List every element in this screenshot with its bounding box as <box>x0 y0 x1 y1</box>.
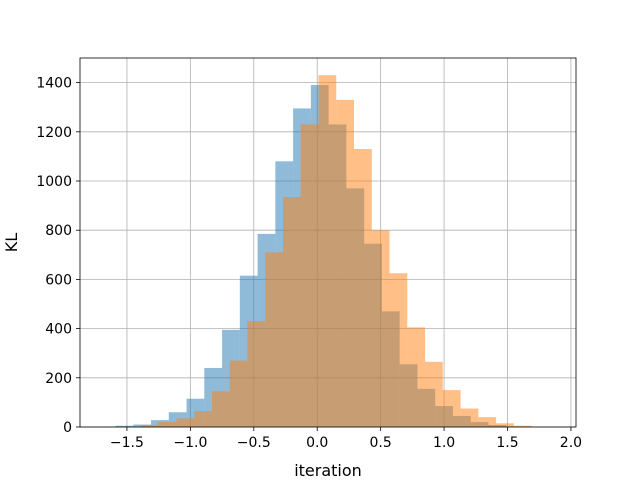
x-tick-label: 2.0 <box>560 435 582 451</box>
x-tick-label: 0.0 <box>306 435 328 451</box>
histogram-bars <box>97 75 532 428</box>
histogram-bar <box>336 99 355 427</box>
x-tick-label: −0.5 <box>237 435 271 451</box>
histogram-bar <box>115 425 134 427</box>
y-tick-label: 0 <box>63 420 72 436</box>
histogram-bar <box>513 425 532 427</box>
histogram-bar <box>265 252 283 427</box>
histogram-bar <box>371 230 390 427</box>
y-axis-ticks: 0 200 400 600 800 1000 1200 1400 <box>36 76 80 436</box>
x-tick-label: −1.5 <box>110 435 144 451</box>
y-tick-label: 1000 <box>36 174 72 190</box>
histogram-bar <box>247 321 266 427</box>
plot-frame <box>79 57 577 428</box>
x-tick-label: 0.5 <box>370 435 392 451</box>
histogram-bar <box>318 75 337 427</box>
y-tick-label: 1200 <box>36 125 72 141</box>
histogram-bar <box>460 408 479 427</box>
x-axis-label: iteration <box>294 461 362 480</box>
y-tick-label: 800 <box>45 223 72 239</box>
histogram-bar <box>140 425 158 427</box>
y-tick-label: 200 <box>45 371 72 387</box>
y-axis-label: KL <box>2 233 21 252</box>
histogram-bar <box>176 418 195 427</box>
histogram-bar <box>425 361 443 427</box>
histogram-bar <box>407 327 426 427</box>
histogram-bar <box>282 196 301 427</box>
histogram-bar <box>229 360 248 427</box>
histogram-bar <box>354 149 372 427</box>
histogram-series-1 <box>140 75 532 428</box>
histogram-bar <box>442 390 461 427</box>
x-axis-ticks: −1.5 −1.0 −0.5 0.0 0.5 1.0 1.5 2.0 <box>110 427 582 451</box>
y-tick-label: 600 <box>45 272 72 288</box>
y-tick-label: 1400 <box>36 76 72 92</box>
x-tick-label: 1.0 <box>433 435 455 451</box>
y-tick-label: 400 <box>45 322 72 338</box>
x-tick-label: 1.5 <box>496 435 518 451</box>
histogram-bar <box>478 417 497 427</box>
x-tick-label: −1.0 <box>173 435 207 451</box>
histogram-bar <box>300 124 319 428</box>
histogram-bar <box>194 411 212 427</box>
histogram-bar <box>496 423 514 427</box>
histogram-bar <box>389 273 408 427</box>
histogram-bar <box>211 391 230 427</box>
histogram-bar <box>157 422 177 427</box>
